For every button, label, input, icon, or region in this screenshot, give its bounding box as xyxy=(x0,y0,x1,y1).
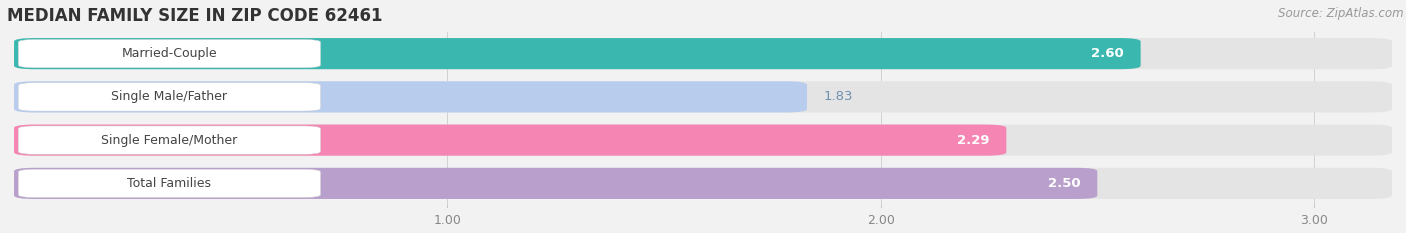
Text: 1.83: 1.83 xyxy=(824,90,853,103)
Text: 2.60: 2.60 xyxy=(1091,47,1123,60)
FancyBboxPatch shape xyxy=(14,168,1392,199)
FancyBboxPatch shape xyxy=(14,38,1392,69)
Text: Single Female/Mother: Single Female/Mother xyxy=(101,134,238,147)
FancyBboxPatch shape xyxy=(14,38,1140,69)
FancyBboxPatch shape xyxy=(18,83,321,111)
Text: Source: ZipAtlas.com: Source: ZipAtlas.com xyxy=(1278,7,1403,20)
FancyBboxPatch shape xyxy=(18,169,321,198)
FancyBboxPatch shape xyxy=(14,168,1097,199)
Text: 3.00: 3.00 xyxy=(1301,214,1327,227)
Text: 1.00: 1.00 xyxy=(433,214,461,227)
Text: 2.29: 2.29 xyxy=(957,134,990,147)
Text: Total Families: Total Families xyxy=(128,177,211,190)
FancyBboxPatch shape xyxy=(14,125,1392,156)
FancyBboxPatch shape xyxy=(14,81,1392,113)
Text: Single Male/Father: Single Male/Father xyxy=(111,90,228,103)
FancyBboxPatch shape xyxy=(18,39,321,68)
FancyBboxPatch shape xyxy=(14,81,807,113)
FancyBboxPatch shape xyxy=(18,126,321,154)
Text: 2.50: 2.50 xyxy=(1047,177,1080,190)
Text: MEDIAN FAMILY SIZE IN ZIP CODE 62461: MEDIAN FAMILY SIZE IN ZIP CODE 62461 xyxy=(7,7,382,25)
Text: Married-Couple: Married-Couple xyxy=(121,47,218,60)
FancyBboxPatch shape xyxy=(14,125,1007,156)
Text: 2.00: 2.00 xyxy=(866,214,894,227)
